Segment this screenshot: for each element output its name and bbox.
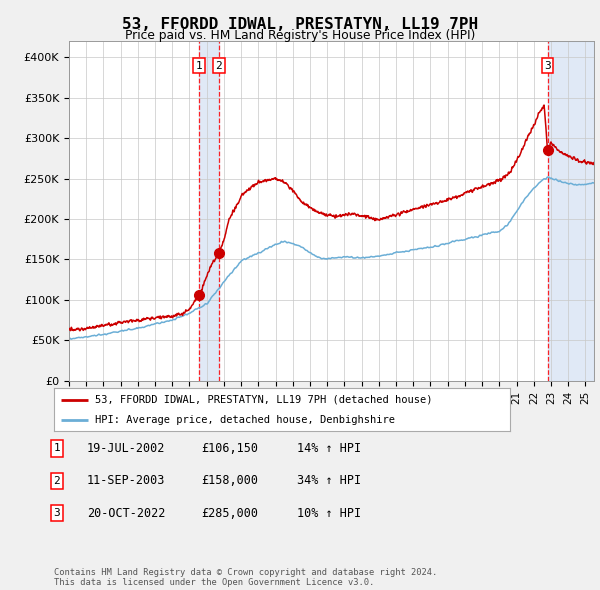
Text: 10% ↑ HPI: 10% ↑ HPI bbox=[297, 507, 361, 520]
Text: 34% ↑ HPI: 34% ↑ HPI bbox=[297, 474, 361, 487]
Text: Price paid vs. HM Land Registry's House Price Index (HPI): Price paid vs. HM Land Registry's House … bbox=[125, 30, 475, 42]
Text: 20-OCT-2022: 20-OCT-2022 bbox=[87, 507, 166, 520]
Text: 3: 3 bbox=[53, 509, 61, 518]
Text: 3: 3 bbox=[544, 61, 551, 71]
Text: 11-SEP-2003: 11-SEP-2003 bbox=[87, 474, 166, 487]
Text: Contains HM Land Registry data © Crown copyright and database right 2024.
This d: Contains HM Land Registry data © Crown c… bbox=[54, 568, 437, 587]
Text: £285,000: £285,000 bbox=[201, 507, 258, 520]
Text: HPI: Average price, detached house, Denbighshire: HPI: Average price, detached house, Denb… bbox=[95, 415, 395, 425]
Text: 53, FFORDD IDWAL, PRESTATYN, LL19 7PH: 53, FFORDD IDWAL, PRESTATYN, LL19 7PH bbox=[122, 17, 478, 31]
Text: 53, FFORDD IDWAL, PRESTATYN, LL19 7PH (detached house): 53, FFORDD IDWAL, PRESTATYN, LL19 7PH (d… bbox=[95, 395, 433, 405]
Text: £106,150: £106,150 bbox=[201, 442, 258, 455]
Text: 19-JUL-2002: 19-JUL-2002 bbox=[87, 442, 166, 455]
Text: 1: 1 bbox=[53, 444, 61, 453]
Text: £158,000: £158,000 bbox=[201, 474, 258, 487]
Text: 2: 2 bbox=[53, 476, 61, 486]
Text: 1: 1 bbox=[196, 61, 202, 71]
Bar bbox=[548, 41, 594, 381]
Bar bbox=[199, 41, 219, 381]
Text: 2: 2 bbox=[215, 61, 223, 71]
Text: 14% ↑ HPI: 14% ↑ HPI bbox=[297, 442, 361, 455]
